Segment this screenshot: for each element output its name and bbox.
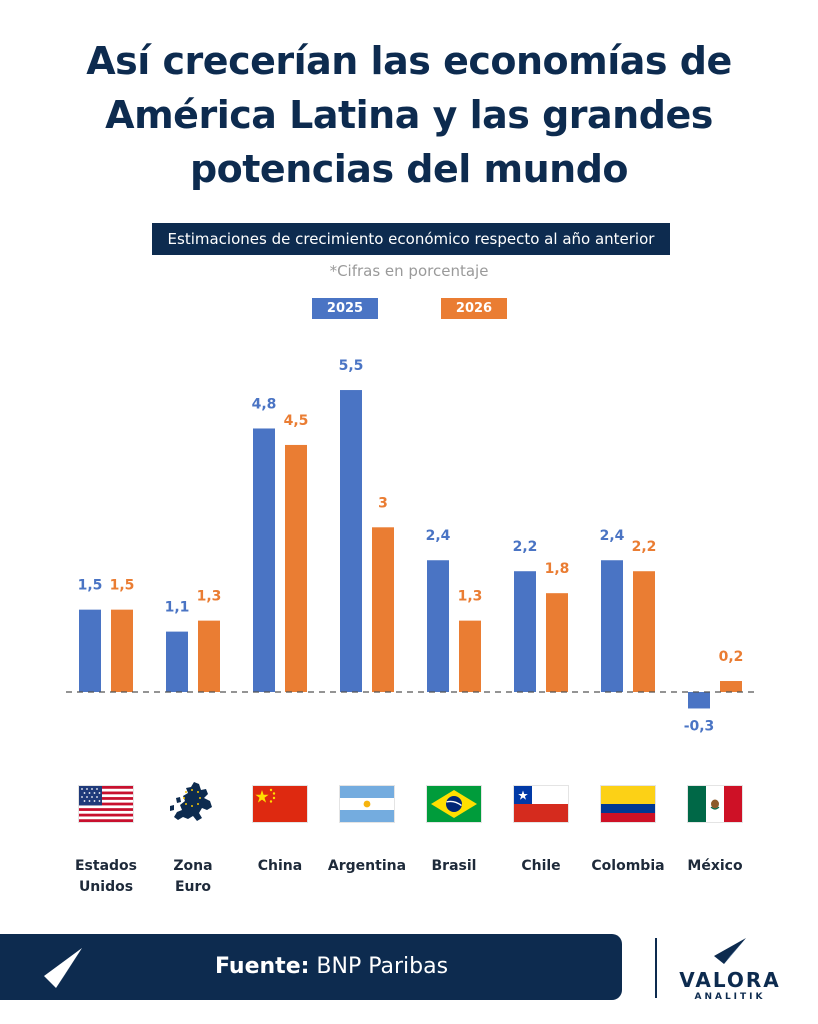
legend-2026: 2026 — [441, 298, 507, 319]
title-line-2: América Latina y las grandes — [105, 93, 713, 137]
category-label-2: China — [225, 856, 335, 877]
valora-mark-icon — [44, 948, 82, 988]
category-label-line: Zona — [173, 858, 213, 874]
bar-2026-1 — [198, 620, 220, 692]
category-label-4: Brasil — [399, 856, 509, 877]
us-flag-icon — [79, 786, 133, 822]
bar-2026-4 — [459, 620, 481, 692]
bar-value-label-2025-7: -0,3 — [684, 718, 715, 734]
bar-value-label-2026-5: 1,8 — [545, 561, 570, 577]
bar-value-label-2026-6: 2,2 — [632, 539, 657, 555]
category-label-1: Zona Euro — [138, 856, 248, 898]
category-label-6: Colombia — [573, 856, 683, 877]
bar-value-label-2025-5: 2,2 — [513, 539, 538, 555]
brand-subtitle: ANALITIK — [694, 992, 766, 1002]
bar-value-label-2026-7: 0,2 — [719, 649, 744, 665]
source-footer: Fuente: BNP Paribas — [0, 934, 622, 1000]
units-note: *Cifras en porcentaje — [329, 262, 489, 280]
title-line-3: potencias del mundo — [189, 147, 629, 191]
bar-2025-0 — [79, 609, 101, 692]
category-label-3: Argentina — [312, 856, 422, 877]
category-label-line: Unidos — [78, 879, 134, 895]
bar-value-label-2026-3: 3 — [378, 495, 388, 511]
bar-2026-7 — [720, 681, 742, 692]
category-label-line: México — [687, 858, 743, 874]
source-text: Fuente: BNP Paribas — [215, 934, 448, 1000]
bar-value-label-2026-0: 1,5 — [110, 578, 135, 594]
bar-2025-5 — [514, 571, 536, 692]
bar-2026-0 — [111, 609, 133, 692]
bar-value-label-2025-6: 2,4 — [600, 528, 625, 544]
colombia-flag-icon — [601, 786, 655, 822]
bar-value-label-2025-2: 4,8 — [252, 396, 277, 412]
bar-2026-3 — [372, 527, 394, 692]
bar-value-label-2026-1: 1,3 — [197, 589, 222, 605]
category-label-line: Chile — [521, 858, 561, 874]
title-line-1: Así crecerían las economías de — [86, 39, 732, 83]
mexico-flag-icon — [688, 786, 742, 822]
bar-2025-1 — [166, 631, 188, 692]
category-label-line: Estados — [74, 858, 137, 874]
source-label: Fuente: — [215, 954, 310, 979]
valora-logo-icon — [714, 938, 746, 964]
source-value: BNP Paribas — [316, 954, 449, 979]
category-label-line: China — [257, 858, 303, 874]
bar-value-label-2026-2: 4,5 — [284, 413, 309, 429]
eu-map-icon — [166, 780, 226, 826]
china-flag-icon — [253, 786, 307, 822]
brand-name: VALORA — [679, 968, 781, 992]
page-title: Así crecerían las economías de América L… — [0, 34, 818, 196]
category-label-line: Brasil — [431, 858, 477, 874]
bar-chart: 1,5 1,5 1,1 1,3 4,8 4,5 5,5 3 2,4 1,3 2,2 1,8 2,4 2,2… — [66, 358, 758, 734]
category-label-5: Chile — [486, 856, 596, 877]
bar-2025-2 — [253, 428, 275, 692]
bar-2025-3 — [340, 390, 362, 692]
legend-2025: 2025 — [312, 298, 378, 319]
bar-value-label-2025-3: 5,5 — [339, 358, 364, 374]
bar-2026-2 — [285, 444, 307, 692]
bar-value-label-2026-4: 1,3 — [458, 589, 483, 605]
brazil-flag-icon — [427, 786, 481, 822]
category-label-line: Euro — [174, 879, 212, 895]
category-label-line: Colombia — [591, 858, 665, 874]
bar-2026-6 — [633, 571, 655, 692]
footer-divider — [655, 938, 657, 998]
bar-2025-7 — [688, 692, 710, 709]
category-label-0: Estados Unidos — [51, 856, 161, 898]
subtitle-banner: Estimaciones de crecimiento económico re… — [152, 223, 670, 255]
argentina-flag-icon — [340, 786, 394, 822]
category-label-7: México — [660, 856, 770, 877]
bar-2025-6 — [601, 560, 623, 692]
bar-value-label-2025-4: 2,4 — [426, 528, 451, 544]
bar-2026-5 — [546, 593, 568, 692]
bar-value-label-2025-1: 1,1 — [165, 600, 190, 616]
bar-2025-4 — [427, 560, 449, 692]
chile-flag-icon — [514, 786, 568, 822]
category-label-line: Argentina — [327, 858, 407, 874]
bar-value-label-2025-0: 1,5 — [78, 578, 103, 594]
